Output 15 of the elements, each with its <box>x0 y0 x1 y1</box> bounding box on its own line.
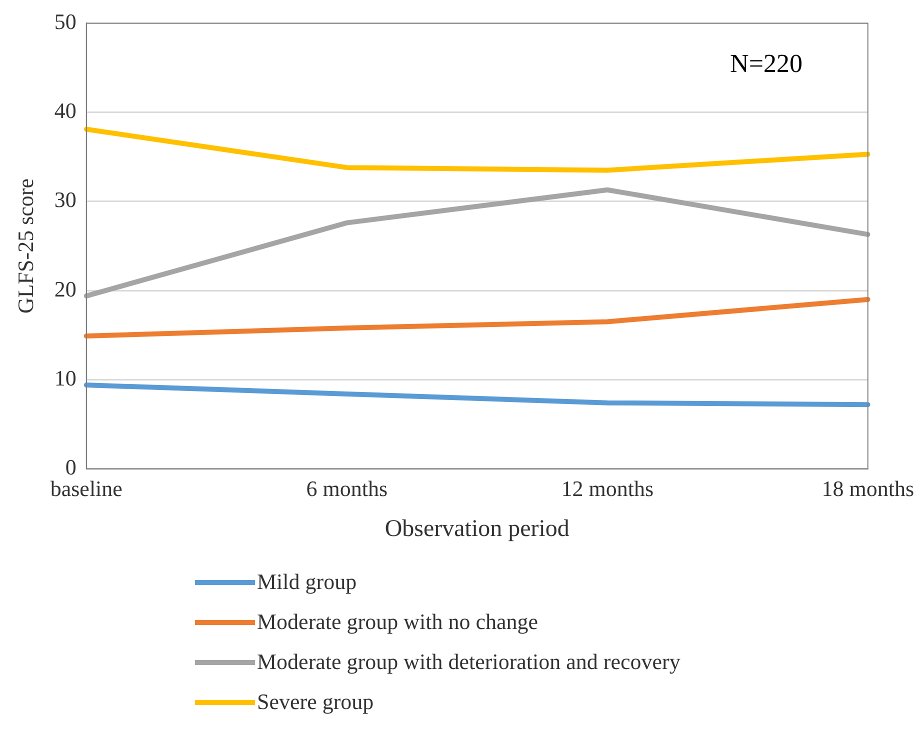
x-axis-title: Observation period <box>384 516 570 542</box>
y-tick-label: 50 <box>54 8 76 34</box>
x-tick-label: 6 months <box>306 476 388 501</box>
x-tick-label: 12 months <box>561 476 654 501</box>
y-axis-title: GLFS-25 score <box>12 178 38 314</box>
legend-label: Moderate group with deterioration and recovery <box>257 649 680 675</box>
y-tick-label: 10 <box>54 365 76 390</box>
legend-label: Mild group <box>257 569 357 595</box>
legend-label: Moderate group with no change <box>257 609 538 635</box>
x-tick-label: 18 months <box>822 476 914 501</box>
y-tick-label: 40 <box>54 98 76 124</box>
annotation: N=220 <box>730 49 802 78</box>
legend-label: Severe group <box>257 689 374 715</box>
y-tick-label: 20 <box>54 276 76 302</box>
y-tick-label: 30 <box>54 187 76 212</box>
